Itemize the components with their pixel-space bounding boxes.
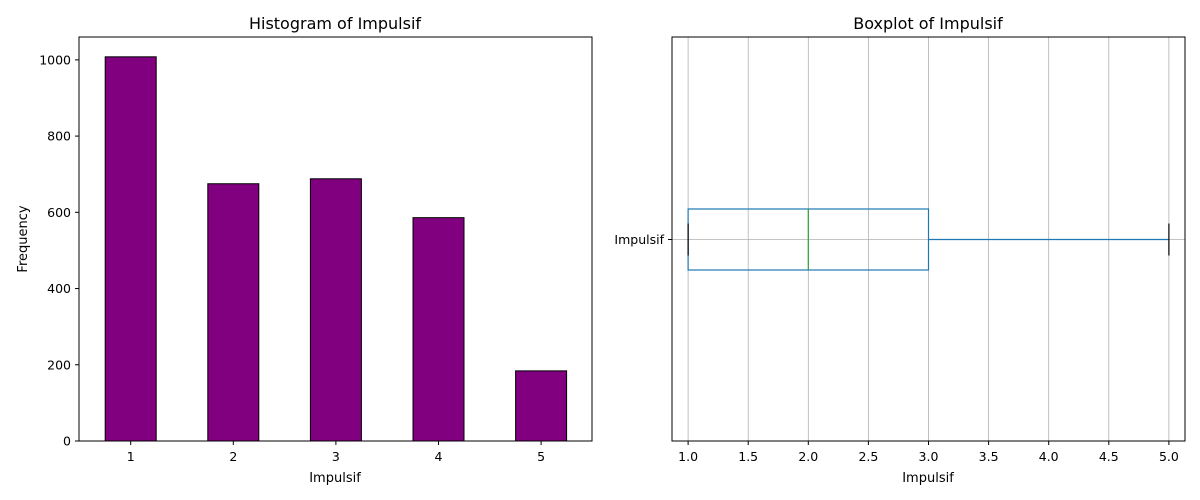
histogram-bar-3 xyxy=(309,178,362,442)
boxplot-x-ticks: 1.0 1.5 2.0 2.5 3.0 3.5 4.0 4.5 5.0 xyxy=(678,441,1179,464)
boxplot-x-tick-label: 3.0 xyxy=(919,449,939,464)
histogram-y-tick-label: 800 xyxy=(47,129,71,144)
histogram-x-tick-label: 1 xyxy=(127,449,135,464)
boxplot-y-ticks: Impulsif xyxy=(614,232,672,247)
boxplot-x-tick-label: 4.5 xyxy=(1099,449,1119,464)
histogram-bar-5 xyxy=(515,370,568,442)
boxplot-x-tick-label: 4.0 xyxy=(1039,449,1059,464)
boxplot-x-tick-label: 3.5 xyxy=(979,449,999,464)
histogram-panel: Histogram of Impulsif 1 2 3 4 5 0 200 400 600 80… xyxy=(16,14,593,486)
histogram-x-tick-label: 4 xyxy=(435,449,443,464)
histogram-bar-4 xyxy=(412,217,465,442)
histogram-x-tick-label: 3 xyxy=(332,449,340,464)
histogram-bars xyxy=(104,56,568,442)
histogram-x-ticks: 1 2 3 4 5 xyxy=(127,441,545,464)
boxplot-x-tick-label: 1.5 xyxy=(738,449,758,464)
histogram-x-tick-label: 2 xyxy=(229,449,237,464)
histogram-y-tick-label: 1000 xyxy=(39,52,71,67)
histogram-y-tick-label: 400 xyxy=(47,281,71,296)
boxplot-x-label: Impulsif xyxy=(902,471,954,486)
histogram-x-tick-label: 5 xyxy=(537,449,545,464)
histogram-bar-1 xyxy=(104,56,157,442)
histogram-y-tick-label: 200 xyxy=(47,357,71,372)
histogram-y-tick-label: 0 xyxy=(63,434,71,449)
boxplot-x-tick-label: 5.0 xyxy=(1159,449,1179,464)
boxplot-marks xyxy=(687,208,1170,271)
histogram-bar-2 xyxy=(207,183,260,442)
boxplot-y-tick-label: Impulsif xyxy=(614,232,664,247)
histogram-y-label: Frequency xyxy=(16,205,31,272)
histogram-y-tick-label: 600 xyxy=(47,205,71,220)
boxplot-x-tick-label: 1.0 xyxy=(678,449,698,464)
boxplot-x-tick-label: 2.0 xyxy=(798,449,818,464)
boxplot-x-tick-label: 2.5 xyxy=(858,449,878,464)
boxplot-title: Boxplot of Impulsif xyxy=(853,14,1003,33)
histogram-title: Histogram of Impulsif xyxy=(249,14,421,33)
histogram-y-ticks: 0 200 400 600 800 1000 xyxy=(39,52,79,449)
boxplot-panel: Boxplot of Impulsif 1.0 1.5 2.0 2.5 3.0 3.5 4.… xyxy=(614,14,1186,486)
histogram-x-label: Impulsif xyxy=(309,471,361,486)
